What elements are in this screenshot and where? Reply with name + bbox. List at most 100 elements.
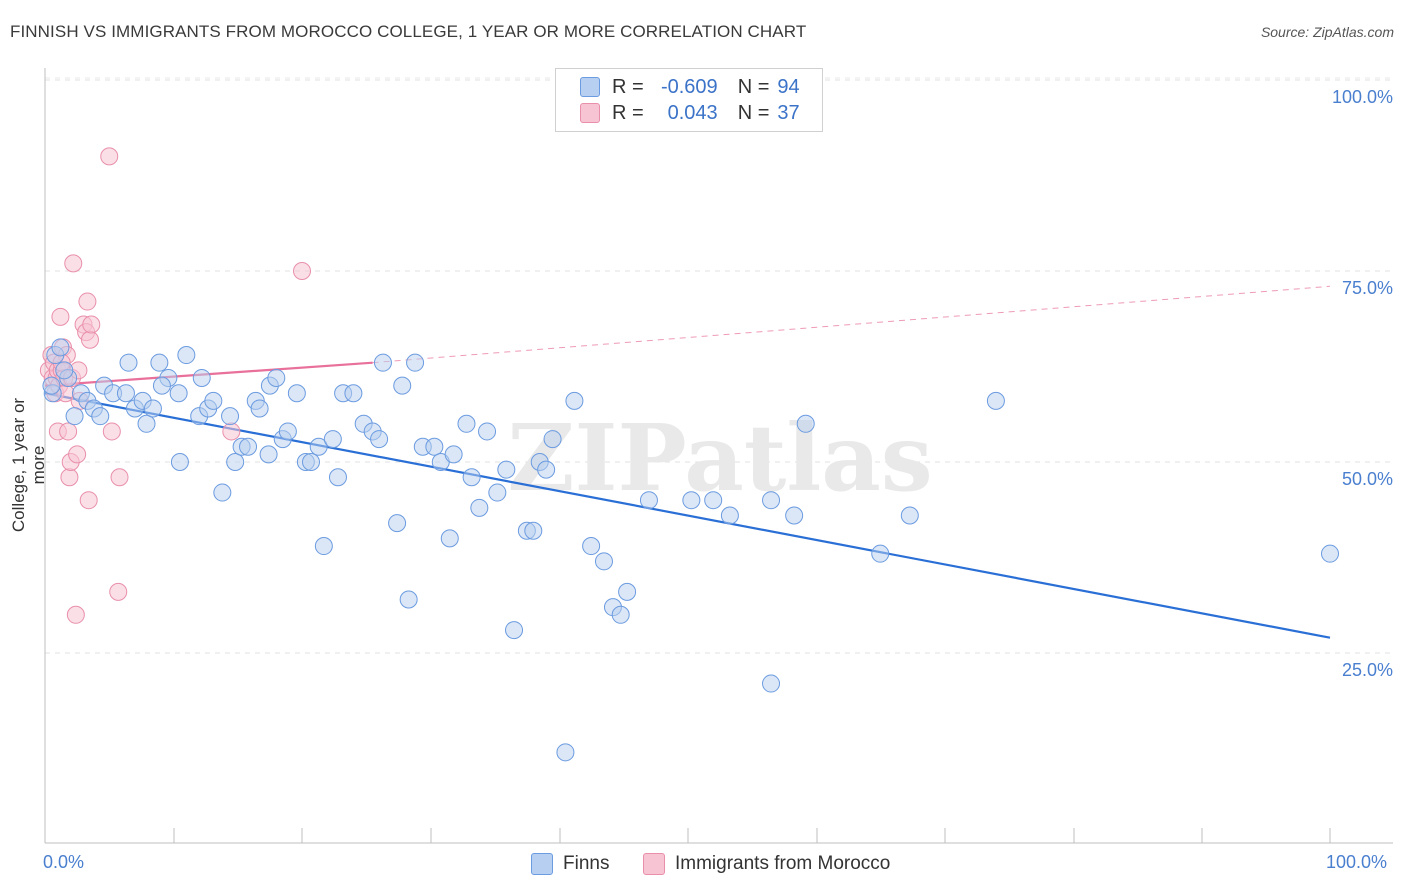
finns-point <box>720 506 739 525</box>
finns-point <box>457 414 476 433</box>
morocco-point <box>78 292 97 311</box>
finns-point <box>278 422 297 441</box>
n-label: N = <box>737 75 770 98</box>
morocco-point <box>64 254 83 273</box>
finns-point <box>226 453 245 471</box>
finns-point <box>250 399 269 418</box>
finns-point <box>594 552 613 571</box>
legend-item-finns[interactable]: Finns <box>531 851 609 877</box>
morocco-point <box>100 147 119 166</box>
finns-point <box>259 445 278 464</box>
morocco-point <box>68 445 87 464</box>
finns-trend-line <box>44 392 1331 639</box>
morocco-point <box>51 307 70 326</box>
n-label: N = <box>737 101 770 124</box>
finns-point <box>682 491 701 510</box>
source-label: Source: ZipAtlas.com <box>1260 24 1394 40</box>
finns-points <box>42 338 1339 762</box>
legend-item-morocco[interactable]: Immigrants from Morocco <box>643 851 890 877</box>
morocco-point <box>222 422 241 441</box>
finns-point <box>204 391 223 410</box>
r-value: 0.043 <box>667 101 718 124</box>
finns-point <box>444 445 463 464</box>
legend-label: Immigrants from Morocco <box>675 853 891 874</box>
correlation-legend: R = -0.609 N = 94 R = 0.043 N = 37 <box>555 68 823 132</box>
r-label: R = <box>612 101 644 124</box>
morocco-point <box>79 491 98 510</box>
finns-point <box>301 453 320 471</box>
finns-point <box>116 384 135 403</box>
finns-point <box>871 544 890 563</box>
finns-point <box>762 491 781 510</box>
finns-point <box>370 430 389 449</box>
finns-point <box>323 430 342 449</box>
finns-point <box>796 414 815 433</box>
finns-point <box>213 483 232 502</box>
finns-point <box>543 430 562 449</box>
finns-point <box>91 407 110 426</box>
r-label: R = <box>612 75 644 98</box>
finns-point <box>119 353 138 372</box>
finns-point <box>470 498 489 517</box>
finns-point <box>150 353 169 372</box>
finns-point <box>556 743 575 762</box>
finns-point <box>169 384 188 403</box>
y-tick-label: 100.0% <box>1331 87 1393 107</box>
finns-point <box>328 468 347 487</box>
y-axis-label: College, 1 year or more <box>9 397 48 533</box>
morocco-point <box>59 422 78 441</box>
finns-point <box>344 384 363 403</box>
legend-row-finns: R = -0.609 N = 94 <box>580 74 800 100</box>
finns-point <box>524 521 543 540</box>
finns-point <box>192 368 211 387</box>
morocco-point <box>80 330 99 349</box>
x-tick-label: 100.0% <box>1326 852 1388 872</box>
y-tick-label: 50.0% <box>1341 469 1393 489</box>
finns-point <box>762 674 781 693</box>
morocco-trend-dashed <box>372 285 1331 364</box>
morocco-point <box>60 468 79 487</box>
finns-swatch <box>580 77 600 97</box>
finns-point <box>440 529 459 548</box>
finns-point <box>388 514 407 533</box>
r-value: -0.609 <box>660 75 718 98</box>
finns-point <box>170 453 189 471</box>
legend-row-morocco: R = 0.043 N = 37 <box>580 100 800 126</box>
y-tick-label: 25.0% <box>1341 660 1393 680</box>
finns-point <box>406 353 425 372</box>
finns-point <box>639 491 658 510</box>
finns-point <box>1321 544 1339 563</box>
finns-point <box>42 376 61 395</box>
n-value: 94 <box>777 75 800 98</box>
gridlines <box>45 77 1393 654</box>
finns-point <box>51 338 70 357</box>
finns-point <box>399 590 418 609</box>
finns-point <box>611 605 630 624</box>
n-value: 37 <box>777 101 800 124</box>
finns-point <box>267 368 286 387</box>
finns-point <box>565 391 584 410</box>
finns-point <box>986 391 1005 410</box>
morocco-point <box>109 582 128 601</box>
finns-point <box>537 460 556 479</box>
finns-point <box>900 506 919 525</box>
finns-point <box>373 353 392 372</box>
morocco-point <box>110 468 129 487</box>
finns-point <box>287 384 306 403</box>
finns-point <box>618 582 637 601</box>
finns-point <box>425 437 444 456</box>
morocco-swatch <box>643 853 665 875</box>
finns-point <box>704 491 723 510</box>
finns-point <box>55 361 74 380</box>
y-tick-label: 75.0% <box>1341 278 1393 298</box>
finns-point <box>221 407 240 426</box>
finns-point <box>152 376 171 395</box>
finns-point <box>505 621 524 640</box>
finns-point <box>393 376 412 395</box>
finns-point <box>785 506 804 525</box>
morocco-point <box>82 315 101 334</box>
morocco-point <box>66 605 85 624</box>
x-tick-label: 0.0% <box>43 852 85 872</box>
finns-point <box>462 468 481 487</box>
